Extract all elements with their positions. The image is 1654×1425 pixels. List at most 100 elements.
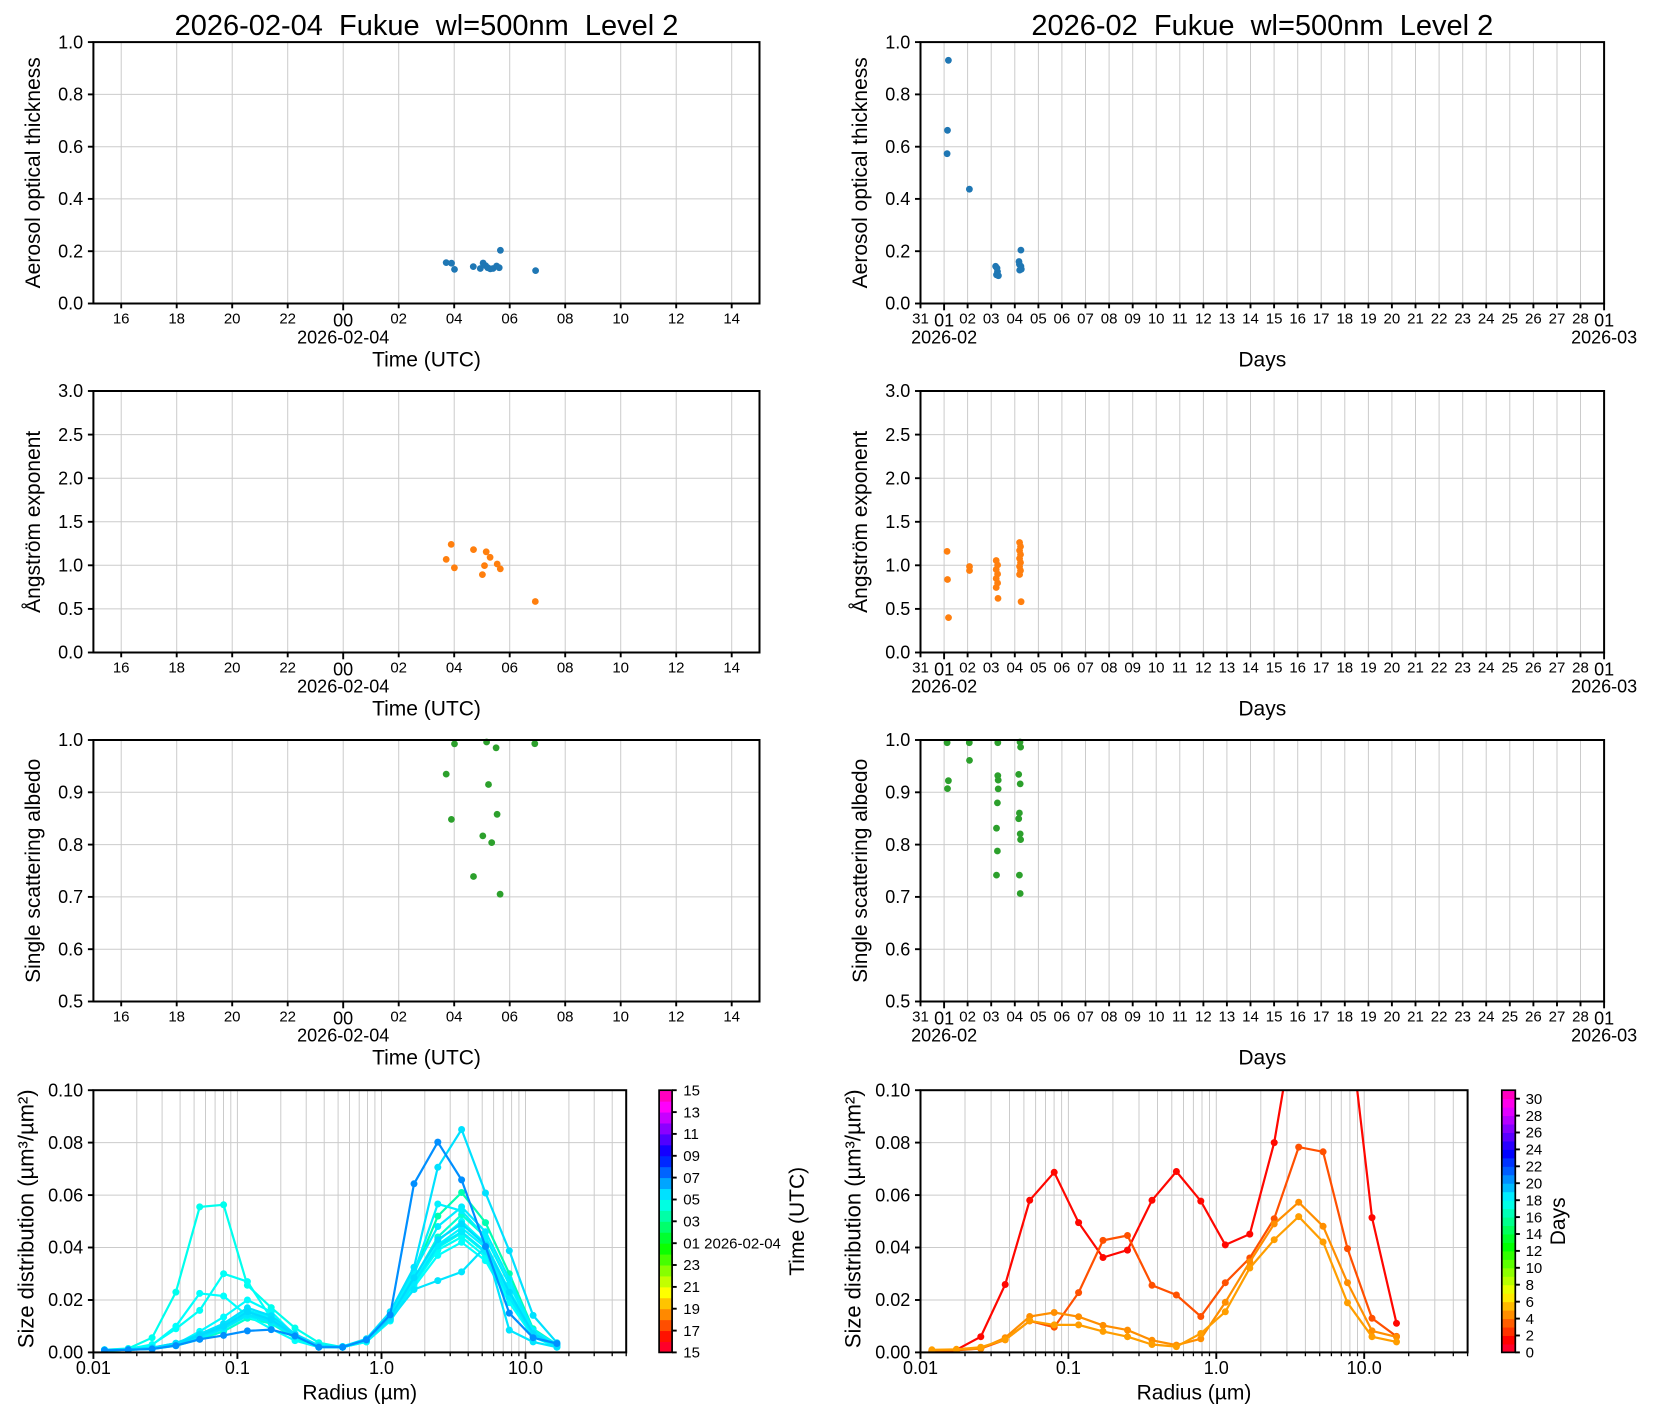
svg-text:04: 04	[1006, 1009, 1023, 1026]
svg-text:1.0: 1.0	[58, 32, 83, 52]
svg-text:0.06: 0.06	[875, 1185, 910, 1205]
svg-text:8: 8	[1526, 1277, 1534, 1294]
svg-text:0.7: 0.7	[885, 887, 910, 907]
svg-text:0.00: 0.00	[875, 1343, 910, 1363]
svg-text:11: 11	[1172, 660, 1188, 677]
svg-text:0.1: 0.1	[1056, 1358, 1081, 1378]
svg-text:27: 27	[1549, 660, 1566, 677]
svg-text:1.0: 1.0	[885, 730, 910, 750]
svg-text:00: 00	[333, 311, 353, 331]
svg-text:17: 17	[1313, 1009, 1330, 1026]
svg-text:01: 01	[934, 1009, 954, 1029]
svg-text:0.00: 0.00	[48, 1343, 83, 1363]
svg-text:01: 01	[1594, 1009, 1614, 1029]
svg-text:0.8: 0.8	[58, 835, 83, 855]
svg-text:14: 14	[723, 311, 740, 328]
svg-text:0.5: 0.5	[58, 599, 83, 619]
svg-text:00: 00	[333, 660, 353, 680]
svg-text:18: 18	[1336, 660, 1353, 677]
svg-text:31: 31	[912, 311, 929, 328]
svg-text:14: 14	[1242, 660, 1259, 677]
svg-text:02: 02	[959, 311, 976, 328]
svg-text:16: 16	[1289, 1009, 1306, 1026]
svg-text:Ångström exponent: Ångström exponent	[849, 431, 872, 613]
svg-text:1.5: 1.5	[58, 512, 83, 532]
svg-text:2026-02-04 Fukue wl=500nm L: 2026-02-04 Fukue wl=500nm Level 2	[175, 10, 679, 42]
svg-text:04: 04	[446, 311, 463, 328]
svg-text:20: 20	[224, 660, 241, 677]
svg-text:1.5: 1.5	[885, 512, 910, 532]
svg-text:07: 07	[1077, 660, 1094, 677]
svg-text:0.4: 0.4	[885, 189, 910, 209]
svg-text:16: 16	[113, 1009, 130, 1026]
svg-text:18: 18	[168, 660, 185, 677]
svg-text:06: 06	[1054, 660, 1071, 677]
svg-text:20: 20	[224, 1009, 241, 1026]
svg-text:13: 13	[683, 1104, 700, 1121]
svg-text:28: 28	[1572, 311, 1589, 328]
svg-text:2.0: 2.0	[885, 468, 910, 488]
svg-text:22: 22	[1431, 311, 1448, 328]
svg-text:18: 18	[1526, 1192, 1543, 1209]
svg-text:14: 14	[1526, 1226, 1543, 1243]
svg-text:4: 4	[1526, 1311, 1534, 1328]
svg-text:04: 04	[1006, 660, 1023, 677]
svg-text:13: 13	[1219, 660, 1236, 677]
svg-text:0.0: 0.0	[58, 643, 83, 663]
svg-text:28: 28	[1572, 1009, 1589, 1026]
svg-text:23: 23	[1454, 311, 1471, 328]
svg-text:16: 16	[113, 311, 130, 328]
svg-text:07: 07	[683, 1170, 700, 1187]
svg-text:0.2: 0.2	[885, 241, 910, 261]
svg-text:0.0: 0.0	[885, 294, 910, 314]
svg-text:05: 05	[1030, 311, 1047, 328]
svg-text:24: 24	[1526, 1142, 1543, 1159]
svg-text:27: 27	[1549, 311, 1566, 328]
svg-text:1.0: 1.0	[58, 730, 83, 750]
svg-text:01: 01	[1594, 311, 1614, 331]
svg-text:24: 24	[1478, 311, 1495, 328]
svg-text:Single scattering albedo: Single scattering albedo	[849, 759, 872, 983]
svg-text:0.5: 0.5	[58, 992, 83, 1012]
svg-text:16: 16	[113, 660, 130, 677]
svg-text:12: 12	[668, 660, 685, 677]
svg-text:24: 24	[1478, 660, 1495, 677]
svg-text:26: 26	[1525, 1009, 1542, 1026]
svg-text:14: 14	[1242, 1009, 1259, 1026]
svg-text:25: 25	[1501, 311, 1518, 328]
svg-text:25: 25	[1501, 660, 1518, 677]
svg-text:19: 19	[1360, 1009, 1377, 1026]
svg-text:0.8: 0.8	[885, 835, 910, 855]
svg-text:12: 12	[1526, 1243, 1543, 1260]
svg-text:17: 17	[1313, 311, 1330, 328]
svg-text:18: 18	[168, 311, 185, 328]
svg-text:0.0: 0.0	[885, 643, 910, 663]
svg-text:0.9: 0.9	[58, 783, 83, 803]
svg-text:Days: Days	[1238, 1046, 1286, 1069]
svg-text:08: 08	[557, 660, 574, 677]
svg-text:0.2: 0.2	[58, 241, 83, 261]
svg-text:27: 27	[1549, 1009, 1566, 1026]
svg-text:Single scattering albedo: Single scattering albedo	[22, 759, 45, 983]
svg-text:20: 20	[1384, 660, 1401, 677]
svg-text:16: 16	[1289, 311, 1306, 328]
svg-text:06: 06	[501, 1009, 518, 1026]
svg-text:15: 15	[1266, 660, 1283, 677]
svg-text:10: 10	[612, 311, 629, 328]
svg-text:16: 16	[1526, 1209, 1543, 1226]
svg-text:20: 20	[1384, 1009, 1401, 1026]
svg-text:1.0: 1.0	[58, 556, 83, 576]
svg-text:11: 11	[683, 1126, 699, 1143]
svg-text:05: 05	[683, 1192, 700, 1209]
svg-text:21: 21	[1407, 660, 1424, 677]
svg-text:15: 15	[683, 1345, 700, 1362]
svg-text:14: 14	[723, 660, 740, 677]
svg-text:0.06: 0.06	[48, 1185, 83, 1205]
svg-text:21: 21	[1407, 311, 1424, 328]
svg-text:0.8: 0.8	[885, 85, 910, 105]
svg-text:Days: Days	[1547, 1197, 1570, 1245]
svg-text:23: 23	[1454, 660, 1471, 677]
svg-text:24: 24	[1478, 1009, 1495, 1026]
svg-text:06: 06	[1054, 311, 1071, 328]
svg-text:10: 10	[612, 660, 629, 677]
